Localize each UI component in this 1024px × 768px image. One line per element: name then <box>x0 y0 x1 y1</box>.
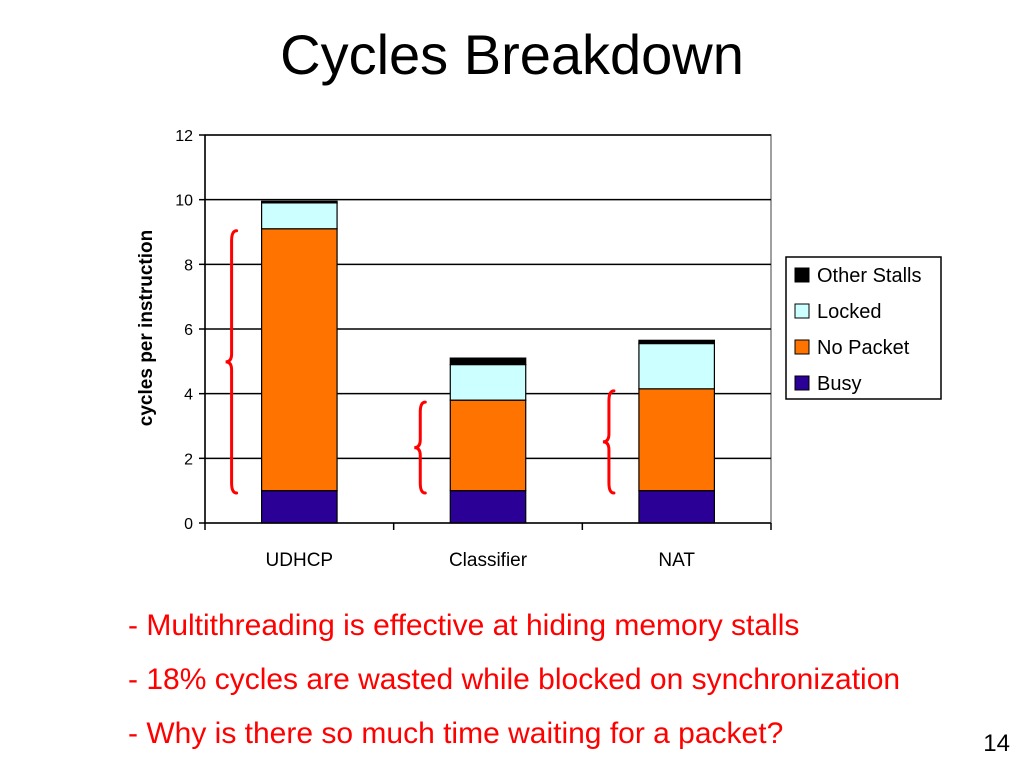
bar-segment-other-stalls <box>262 201 337 203</box>
y-axis-label: cycles per instruction <box>136 230 157 426</box>
x-tick-label: Classifier <box>449 550 528 571</box>
legend-label: Busy <box>817 373 861 395</box>
y-tick-label: 2 <box>184 451 193 468</box>
bar-segment-busy <box>639 491 714 523</box>
y-tick-label: 4 <box>184 387 193 404</box>
bullet-list: - Multithreading is effective at hiding … <box>128 604 900 766</box>
x-tick-label: NAT <box>658 550 695 571</box>
cycles-chart: 0 2 4 6 8 10 12 UDHCP Classifier NAT cycles per … <box>0 0 1024 600</box>
bar-segment-no-packet <box>639 389 714 491</box>
y-tick-label: 10 <box>175 193 193 210</box>
bullet-item: - Multithreading is effective at hiding … <box>128 604 900 658</box>
x-tick-label: UDHCP <box>266 550 334 571</box>
legend-label: No Packet <box>817 337 910 359</box>
bar-segment-locked <box>450 365 525 401</box>
bar-segment-locked <box>262 203 337 229</box>
bar-segment-no-packet <box>262 229 337 491</box>
legend-label: Other Stalls <box>817 265 921 287</box>
bar-segment-locked <box>639 344 714 389</box>
legend: Other Stalls Locked No Packet Busy <box>786 257 941 399</box>
bar-segment-other-stalls <box>450 358 525 364</box>
legend-swatch <box>795 304 809 318</box>
legend-swatch <box>795 268 809 282</box>
y-tick-label: 6 <box>184 322 193 339</box>
y-tick-label: 0 <box>184 516 193 533</box>
legend-swatch <box>795 376 809 390</box>
bullet-item: - 18% cycles are wasted while blocked on… <box>128 658 900 712</box>
legend-swatch <box>795 340 809 354</box>
bar-segment-busy <box>262 491 337 523</box>
y-tick-label: 8 <box>184 257 193 274</box>
x-tick-labels: UDHCP Classifier NAT <box>266 550 696 571</box>
bar-segment-no-packet <box>450 400 525 491</box>
bar-segment-busy <box>450 491 525 523</box>
legend-label: Locked <box>817 301 882 323</box>
page-number: 14 <box>983 730 1010 758</box>
bar-segment-other-stalls <box>639 340 714 343</box>
y-tick-labels: 0 2 4 6 8 10 12 <box>175 128 193 533</box>
bullet-item: - Why is there so much time waiting for … <box>128 712 900 766</box>
y-tick-label: 12 <box>175 128 193 145</box>
